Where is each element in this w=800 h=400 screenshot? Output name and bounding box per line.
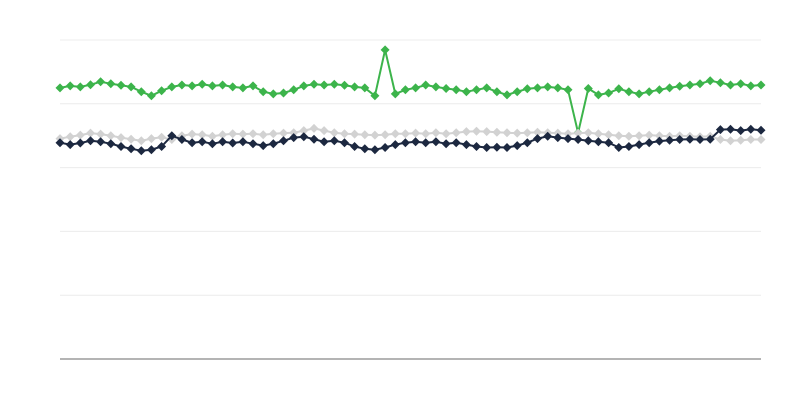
series-dark-navy-line xyxy=(59,128,762,152)
series-green-line xyxy=(59,48,762,134)
series-light-gray-line xyxy=(59,127,762,142)
series-light-gray-markers xyxy=(55,123,766,146)
series-green-markers xyxy=(55,45,766,138)
